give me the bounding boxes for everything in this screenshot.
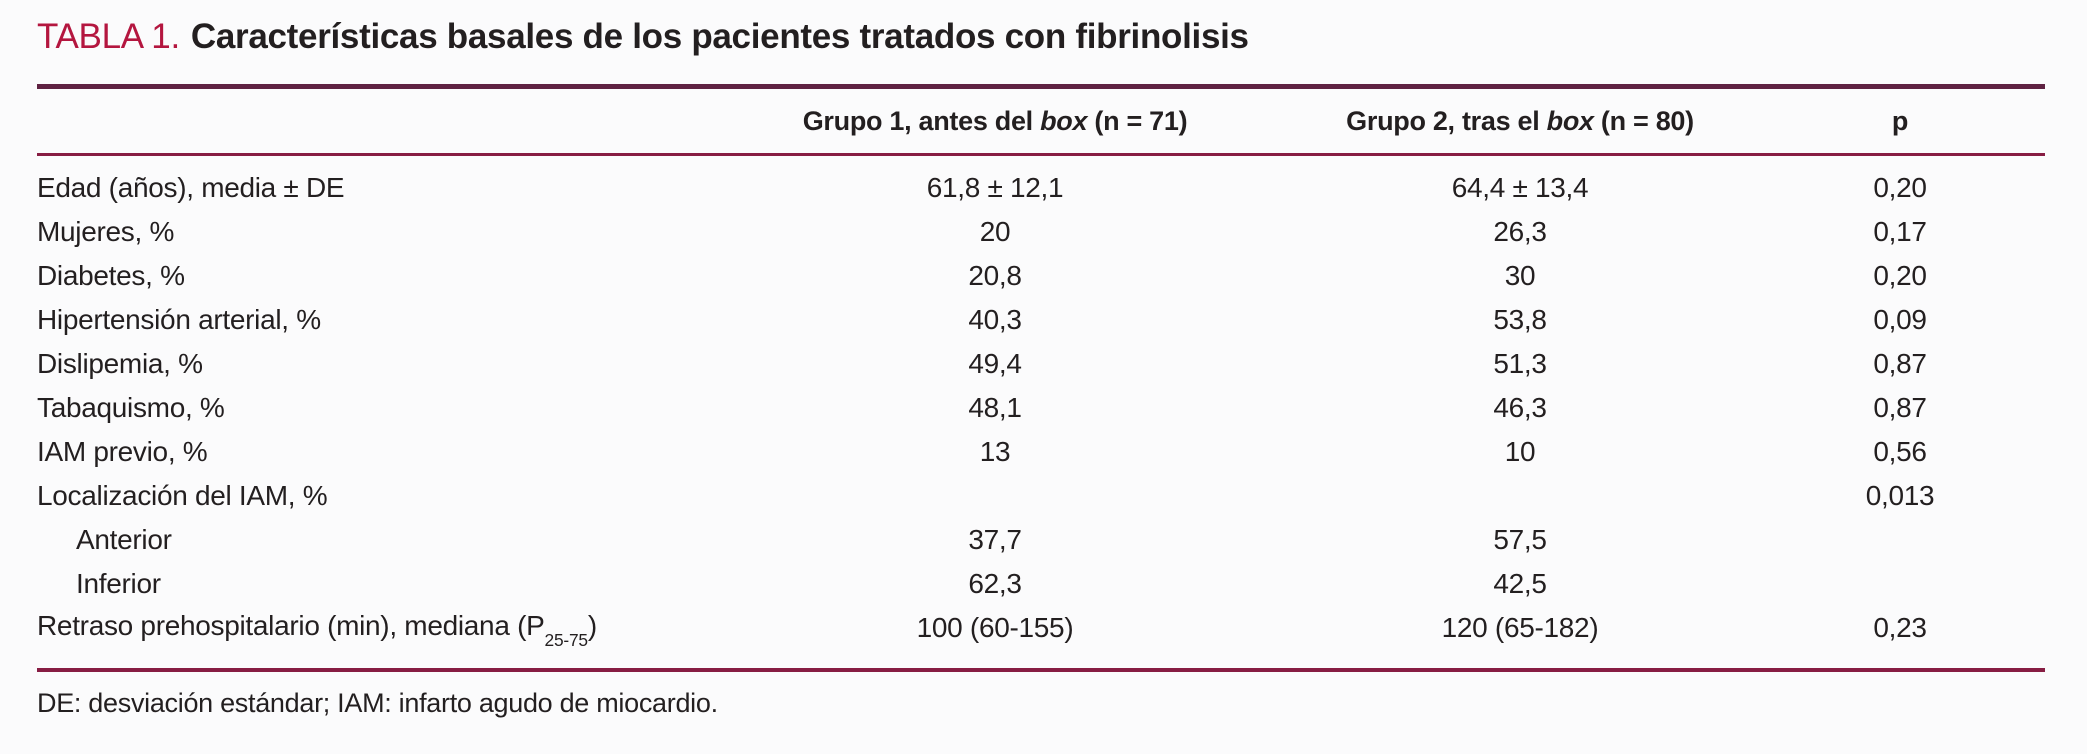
table-header-row: Grupo 1, antes del box (n = 71) Grupo 2,… <box>37 89 2045 153</box>
header-group1: Grupo 1, antes del box (n = 71) <box>745 106 1245 137</box>
row-p-value: 0,09 <box>1873 304 1927 335</box>
row-label-post: ) <box>587 609 597 641</box>
row-group1-value: 49,4 <box>968 348 1022 379</box>
row-label: Anterior <box>76 524 172 555</box>
row-group1-value: 37,7 <box>968 524 1022 555</box>
row-p-value: 0,87 <box>1873 348 1927 379</box>
header-group1-pre: Grupo 1, antes del <box>802 105 1041 136</box>
row-group2-value: 10 <box>1504 436 1536 467</box>
row-group1-value: 100 (60-155) <box>916 612 1074 643</box>
table-title: TABLA 1. Características basales de los … <box>37 16 2045 58</box>
row-p-value: 0,20 <box>1873 260 1927 291</box>
header-group1-post: (n = 71) <box>1087 105 1188 136</box>
header-group1-italic: box <box>1040 105 1088 136</box>
table-body: Edad (años), media ± DE 61,8 ± 12,1 64,4… <box>37 156 2045 668</box>
row-label: Inferior <box>76 568 161 599</box>
table-title-text: Características basales de los pacientes… <box>190 17 1249 56</box>
row-group2-value: 30 <box>1504 260 1536 291</box>
row-group2-value: 51,3 <box>1493 348 1547 379</box>
row-label: Dislipemia, % <box>37 348 203 379</box>
row-p-value: 0,56 <box>1873 436 1927 467</box>
table-row-indented: Anterior 37,7 57,5 <box>37 518 2045 562</box>
table-row: Diabetes, % 20,8 30 0,20 <box>37 254 2045 298</box>
header-group2-post: (n = 80) <box>1593 105 1694 136</box>
table-row: Tabaquismo, % 48,1 46,3 0,87 <box>37 386 2045 430</box>
row-group1-value: 40,3 <box>968 304 1022 335</box>
table-row: Dislipemia, % 49,4 51,3 0,87 <box>37 342 2045 386</box>
row-group2-value: 120 (65-182) <box>1441 612 1599 643</box>
table-row: Retraso prehospitalario (min), mediana (… <box>37 606 2045 650</box>
row-group1-value: 20 <box>979 216 1011 247</box>
row-group2-value: 57,5 <box>1493 524 1547 555</box>
row-group2-value: 46,3 <box>1493 392 1547 423</box>
header-rule <box>37 153 2045 156</box>
row-p-value: 0,20 <box>1873 172 1927 203</box>
row-group1-value: 20,8 <box>968 260 1022 291</box>
row-label: Retraso prehospitalario (min), mediana (… <box>37 609 745 651</box>
table-row-indented: Inferior 62,3 42,5 <box>37 562 2045 606</box>
header-group2-italic: box <box>1546 105 1594 136</box>
footer-rule <box>37 668 2045 672</box>
row-group1-value: 62,3 <box>968 568 1022 599</box>
table-row: Edad (años), media ± DE 61,8 ± 12,1 64,4… <box>37 166 2045 210</box>
row-label-pre: Retraso prehospitalario (min), mediana (… <box>37 609 545 641</box>
row-p-value: 0,87 <box>1873 392 1927 423</box>
row-group2-value: 42,5 <box>1493 568 1547 599</box>
row-group2-value: 64,4 ± 13,4 <box>1451 172 1589 203</box>
row-group1-value: 61,8 ± 12,1 <box>926 172 1064 203</box>
row-group1-value: 48,1 <box>968 392 1022 423</box>
table-row: Mujeres, % 20 26,3 0,17 <box>37 210 2045 254</box>
header-group2: Grupo 2, tras el box (n = 80) <box>1245 106 1795 137</box>
title-rule <box>37 84 2045 89</box>
header-p: p <box>1891 105 1909 136</box>
row-group2-value: 26,3 <box>1493 216 1547 247</box>
row-group1-value: 13 <box>979 436 1011 467</box>
row-label: Tabaquismo, % <box>37 392 225 423</box>
row-label: Hipertensión arterial, % <box>37 304 321 335</box>
row-label: IAM previo, % <box>37 436 208 467</box>
row-label: Localización del IAM, % <box>37 480 328 511</box>
table-row: Hipertensión arterial, % 40,3 53,8 0,09 <box>37 298 2045 342</box>
row-label: Diabetes, % <box>37 260 185 291</box>
header-group2-pre: Grupo 2, tras el <box>1346 105 1547 136</box>
table-footnote: DE: desviación estándar; IAM: infarto ag… <box>37 688 718 718</box>
table-number-label: TABLA 1. <box>37 17 180 56</box>
row-group2-value: 53,8 <box>1493 304 1547 335</box>
row-p-value: 0,013 <box>1865 480 1935 511</box>
row-p-value: 0,17 <box>1873 216 1927 247</box>
table-row: IAM previo, % 13 10 0,56 <box>37 430 2045 474</box>
row-label: Mujeres, % <box>37 216 175 247</box>
row-label: Edad (años), media ± DE <box>37 172 345 203</box>
row-p-value: 0,23 <box>1873 612 1927 643</box>
row-label-subscript: 25-75 <box>544 630 588 651</box>
table-row: Localización del IAM, % 0,013 <box>37 474 2045 518</box>
